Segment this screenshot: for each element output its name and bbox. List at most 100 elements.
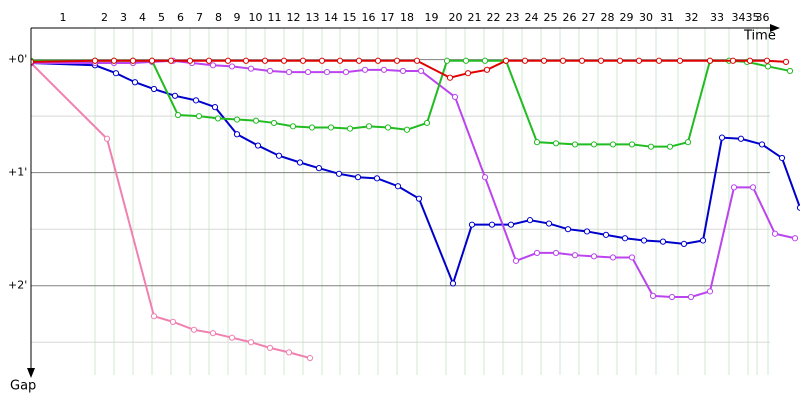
series-point [729,57,737,64]
series-point [247,65,255,72]
series-point [373,175,381,182]
series-point [91,57,99,64]
series-point [252,117,260,124]
series-point [451,93,459,101]
series-point [668,293,676,301]
series-point [590,253,598,260]
series-point [666,143,674,150]
series-point [571,141,579,148]
series-point [335,170,343,177]
series-point [676,57,684,64]
series-point [659,238,667,245]
lap-label: 10 [249,11,263,24]
series-point [533,139,541,146]
series-point [616,57,624,64]
series-point [559,57,567,64]
series-point [552,249,560,257]
series-point [112,70,120,77]
grid [30,28,770,375]
series-point [148,57,156,64]
series-point [131,79,139,86]
lap-label: 15 [343,11,357,24]
series-point [209,330,217,337]
series-point [446,74,454,81]
lap-label: 17 [381,11,395,24]
lap-label: 22 [487,11,501,24]
series-point [746,57,754,64]
series-point [655,57,663,64]
lap-label: 5 [158,11,165,24]
series-point [365,123,373,130]
lap-label: 12 [287,11,301,24]
series-point [103,135,111,142]
lap-label: 2 [101,11,108,24]
series-point [342,68,350,76]
lap-label: 23 [506,11,520,24]
lap-label: 4 [139,11,146,24]
series-point [552,140,560,147]
series-point [764,63,772,70]
lap-label: 3 [120,11,127,24]
series-point [247,339,255,346]
series-point [209,62,217,69]
series-point [150,313,158,320]
lap-label: 19 [425,11,439,24]
lap-label: 1 [60,11,67,24]
lap-label: 28 [601,11,615,24]
y-tick-label: +2' [8,279,27,292]
lap-label: 13 [306,11,320,24]
lap-label: 7 [196,11,203,24]
series-point [233,116,241,123]
lap-label: 8 [215,11,222,24]
series-point [415,195,423,202]
series-point [190,326,198,333]
lap-label: 18 [400,11,414,24]
series-point [699,237,707,244]
series-point [211,104,219,111]
series-point [718,134,726,141]
x-axis-title: Time [743,29,776,44]
series-point [423,119,431,127]
series-point [266,344,274,351]
lap-label: 30 [639,11,653,24]
series-point [540,57,548,64]
series-point [706,57,714,64]
series-point [361,66,369,73]
series-point [318,57,326,64]
lap-label: 34 [732,11,746,24]
series-point [195,113,203,120]
series-point [778,154,786,162]
series-point [468,221,476,228]
series-point [680,240,688,247]
series-line [31,59,791,148]
series-point [380,66,388,73]
series-point [205,57,213,64]
series-point [336,57,344,64]
series-point [507,221,515,228]
series-point [786,67,794,75]
series-point [308,124,316,131]
series-point [640,237,648,244]
series-point [571,252,579,259]
series-point [355,57,363,64]
series-point [502,57,510,64]
series-point [192,97,200,104]
series-point [602,231,610,238]
series-point [730,184,738,191]
series-line [31,59,796,299]
series-point [167,57,175,64]
series-point [621,235,629,242]
series-point [782,58,790,66]
series-layer [31,57,800,362]
series-point [597,57,605,64]
series-point [169,318,177,325]
series-point [266,67,274,75]
series-point [289,123,297,130]
series-point [684,139,692,146]
series-point [488,221,496,228]
series-point [174,111,182,119]
series-point [796,204,800,211]
series-point [512,257,520,264]
series-point [564,226,572,233]
series-point [635,57,643,64]
